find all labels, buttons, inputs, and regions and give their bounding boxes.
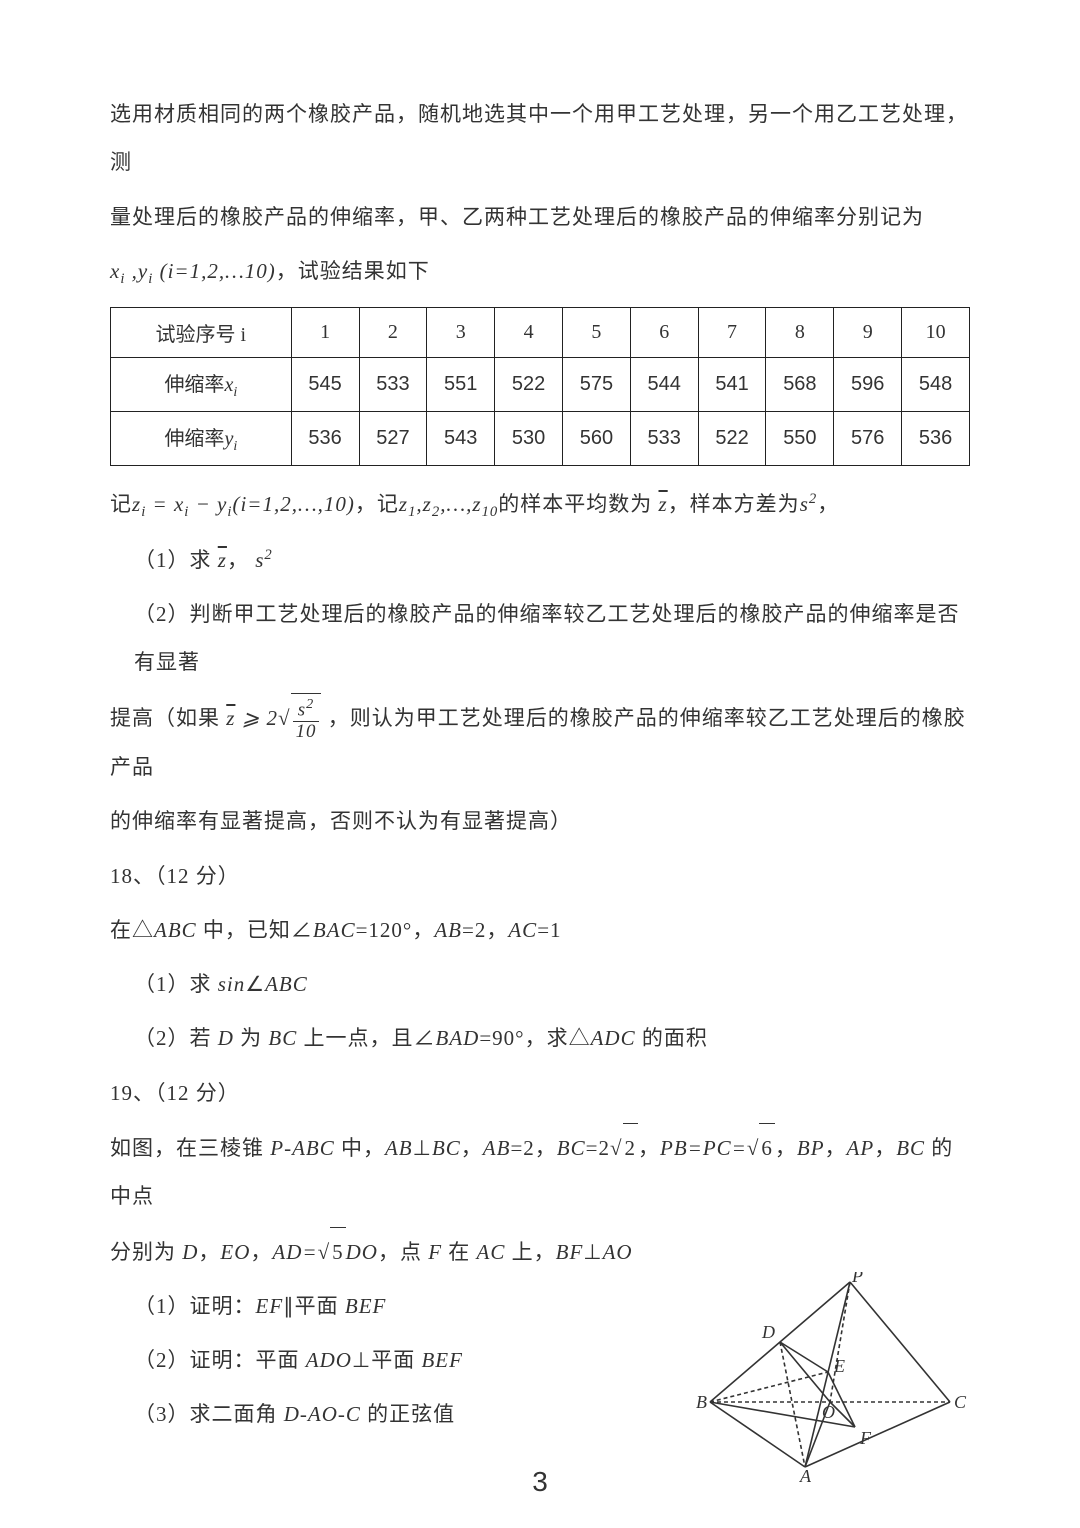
q19-body-2: 分别为 D，EO，AD=5DO，点 F 在 AC 上，BF⊥AO (110, 1227, 970, 1276)
s2: s2 (800, 492, 818, 516)
cell: 596 (834, 357, 902, 411)
cell: 522 (698, 411, 766, 465)
zbar: z (659, 492, 668, 516)
cell: 527 (359, 411, 427, 465)
intro-line-3: xi ,yi (i=1,2,…10)，试验结果如下 (110, 247, 970, 297)
col-header: 试验序号 i (111, 307, 292, 357)
col-header: 3 (427, 307, 495, 357)
cell: 545 (291, 357, 359, 411)
q19-head: 19、（12 分） (110, 1069, 970, 1117)
data-table: 试验序号 i 1 2 3 4 5 6 7 8 9 10 伸缩率xi 545 53… (110, 307, 970, 466)
cell: 560 (562, 411, 630, 465)
row-label: 伸缩率xi (111, 357, 292, 411)
page-number: 3 (0, 1466, 1080, 1498)
label-D: D (761, 1322, 775, 1342)
cell: 536 (902, 411, 970, 465)
zbar: z (226, 706, 235, 730)
cell: 550 (766, 411, 834, 465)
col-header: 1 (291, 307, 359, 357)
cell: 530 (495, 411, 563, 465)
table-row: 伸缩率yi 536 527 543 530 560 533 522 550 57… (111, 411, 970, 465)
cell: 541 (698, 357, 766, 411)
col-header: 6 (630, 307, 698, 357)
sqrt-icon: s210 (278, 693, 321, 743)
geq: ⩾ 2 (242, 706, 278, 730)
intro-line-2: 量处理后的橡胶产品的伸缩率，甲、乙两种工艺处理后的橡胶产品的伸缩率分别记为 (110, 193, 970, 241)
intro-line-1: 选用材质相同的两个橡胶产品，随机地选其中一个用甲工艺处理，另一个用乙工艺处理，测 (110, 90, 970, 187)
z-list: z1,z2,…,z10 (399, 492, 498, 516)
col-header: 2 (359, 307, 427, 357)
sqrt-icon: 6 (747, 1123, 775, 1172)
table-row: 试验序号 i 1 2 3 4 5 6 7 8 9 10 (111, 307, 970, 357)
sqrt-icon: 2 (610, 1123, 638, 1172)
q18-body: 在△ABC 中，已知∠BAC=120°，AB=2，AC=1 (110, 906, 970, 954)
cell: 543 (427, 411, 495, 465)
i-range: (i=1,2,…10) (160, 259, 276, 283)
cell: 551 (427, 357, 495, 411)
text: 的样本平均数为 (498, 492, 652, 516)
text: ，样本方差为 (668, 492, 800, 516)
z-definition: 记zi = xi − yi(i=1,2,…,10)，记z1,z2,…,z10的样… (110, 480, 970, 530)
q17-2c: 的伸缩率有显著提高，否则不认为有显著提高） (110, 797, 970, 845)
q18-head: 18、（12 分） (110, 852, 970, 900)
q17-1: （1）求 z， s2 (110, 536, 970, 584)
col-header: 8 (766, 307, 834, 357)
sqrt-icon: 5 (318, 1227, 346, 1276)
q17-2a: （2）判断甲工艺处理后的橡胶产品的伸缩率较乙工艺处理后的橡胶产品的伸缩率是否有显… (110, 590, 970, 687)
label-O: O (822, 1402, 835, 1422)
table-row: 伸缩率xi 545 533 551 522 575 544 541 568 59… (111, 357, 970, 411)
col-header: 10 (902, 307, 970, 357)
col-header: 7 (698, 307, 766, 357)
col-header: 9 (834, 307, 902, 357)
label-C: C (954, 1392, 967, 1412)
text: （1）求 (134, 548, 212, 572)
cell: 576 (834, 411, 902, 465)
cell: 533 (630, 411, 698, 465)
label-E: E (833, 1356, 845, 1376)
cell: 533 (359, 357, 427, 411)
x-var: xi (110, 259, 125, 283)
label-P: P (851, 1272, 863, 1286)
cell: 568 (766, 357, 834, 411)
tetrahedron-diagram: P D E B O C F A (690, 1272, 970, 1482)
cell: 536 (291, 411, 359, 465)
page: 选用材质相同的两个橡胶产品，随机地选其中一个用甲工艺处理，另一个用乙工艺处理，测… (0, 0, 1080, 1528)
text: 提高（如果 (110, 706, 220, 730)
cell: 548 (902, 357, 970, 411)
cell: 575 (562, 357, 630, 411)
label-F: F (859, 1428, 872, 1448)
zbar: z (218, 548, 227, 572)
z-eq: zi = xi − yi(i=1,2,…,10) (132, 492, 355, 516)
label-B: B (696, 1392, 707, 1412)
text: 记 (110, 492, 132, 516)
q18-2: （2）若 D 为 BC 上一点，且∠BAD=90°，求△ADC 的面积 (110, 1014, 970, 1062)
geometry-figure: P D E B O C F A (690, 1272, 970, 1487)
intro-3-text: ，试验结果如下 (276, 259, 430, 283)
q19-body-1: 如图，在三棱锥 P-ABC 中，AB⊥BC，AB=2，BC=22，PB=PC=6… (110, 1123, 970, 1221)
text: ，则认为甲工艺处理后的橡胶产品的伸缩率较乙工艺处理后的橡胶产品 (110, 706, 966, 779)
q17-2b: 提高（如果 z ⩾ 2s210 ，则认为甲工艺处理后的橡胶产品的伸缩率较乙工艺处… (110, 693, 970, 791)
y-var: ,yi (132, 259, 154, 283)
col-header: 4 (495, 307, 563, 357)
q18-1: （1）求 sin∠ABC (110, 960, 970, 1008)
cell: 522 (495, 357, 563, 411)
col-header: 5 (562, 307, 630, 357)
row-label: 伸缩率yi (111, 411, 292, 465)
s2: s2 (255, 548, 273, 572)
cell: 544 (630, 357, 698, 411)
